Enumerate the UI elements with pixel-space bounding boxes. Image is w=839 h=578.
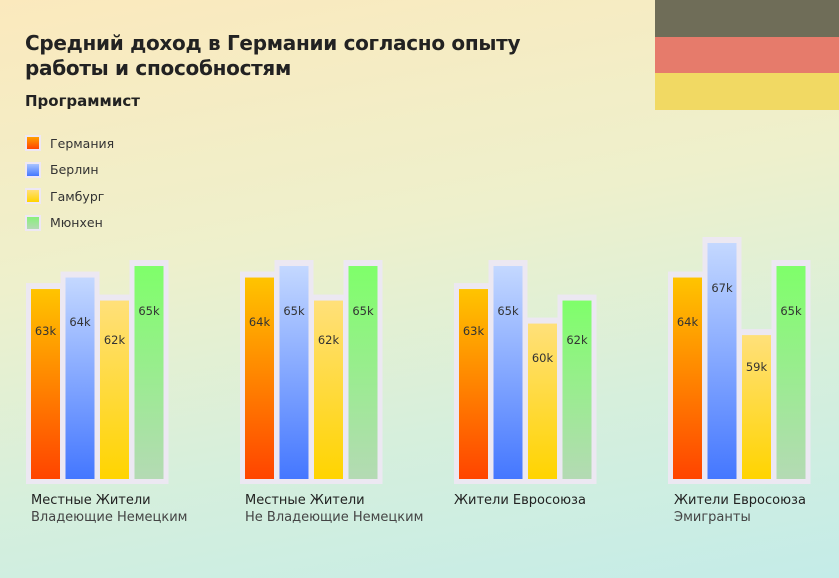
bar-value-label: 64k [249,315,271,329]
bar-value-label: 63k [463,324,485,338]
bar [314,300,343,479]
bar [562,300,592,479]
legend-swatch [25,161,41,178]
german-flag [655,0,839,110]
bar [673,277,702,479]
bar [528,323,557,479]
flag-stripe-red [655,36,839,74]
flag-stripe-black [655,0,839,37]
bar [776,266,806,479]
category-label: Местные Жители Не Владеющие Немецким [245,492,423,526]
legend-label: Гамбург [50,188,105,204]
bar-value-label: 65k [352,304,374,318]
bar [134,266,164,479]
legend-item-germany: Германия [25,130,114,157]
legend-label: Германия [50,135,115,151]
category-line2: Эмигранты [674,510,751,525]
bar [742,335,771,479]
bar [707,243,737,479]
bar-value-label: 64k [69,315,91,329]
bar-value-label: 62k [318,333,340,347]
bar-value-label: 65k [497,304,519,318]
bar-value-label: 62k [566,333,588,347]
legend-item-berlin: Берлин [25,157,114,184]
legend-label: Берлин [50,162,99,178]
legend-swatch [25,135,41,152]
bar-value-label: 65k [780,304,802,318]
bar-value-label: 59k [746,360,768,374]
bar [279,266,309,479]
bar-value-label: 65k [138,304,160,318]
bar [245,277,274,479]
bar-value-label: 65k [283,304,305,318]
bar-value-label: 63k [35,324,57,338]
bar [65,277,95,479]
bar-value-label: 62k [104,333,126,347]
bar [348,266,378,479]
flag-stripe-gold [655,73,839,110]
category-line2: Не Владеющие Немецким [245,510,424,525]
category-line1: Местные Жители [245,493,365,508]
legend-item-munich: Мюнхен [25,210,114,237]
bar-value-label: 64k [677,315,699,329]
bar [493,266,523,479]
category-line1: Жители Евросоюза [674,493,806,508]
category-label: Жители Евросоюза Эмигранты [674,492,806,526]
category-label: Местные Жители Владеющие Немецким [31,492,187,526]
legend-swatch [25,214,41,231]
bar-value-label: 67k [711,281,733,295]
chart-title: Средний доход в Германии согласно опыту … [25,31,521,80]
category-label: Жители Евросоюза [454,492,586,509]
bar-value-label: 60k [532,351,554,365]
legend: Германия Берлин Гамбург Мюнхен [25,130,114,236]
legend-item-hamburg: Гамбург [25,183,114,210]
category-line2: Владеющие Немецким [31,510,188,525]
category-line1: Местные Жители [31,493,151,508]
bar [459,289,488,479]
category-line1: Жители Евросоюза [454,493,586,508]
bar [100,300,129,479]
bar [31,289,60,479]
chart-subtitle: Программист [25,92,140,110]
legend-label: Мюнхен [50,215,103,231]
legend-swatch [25,188,41,205]
